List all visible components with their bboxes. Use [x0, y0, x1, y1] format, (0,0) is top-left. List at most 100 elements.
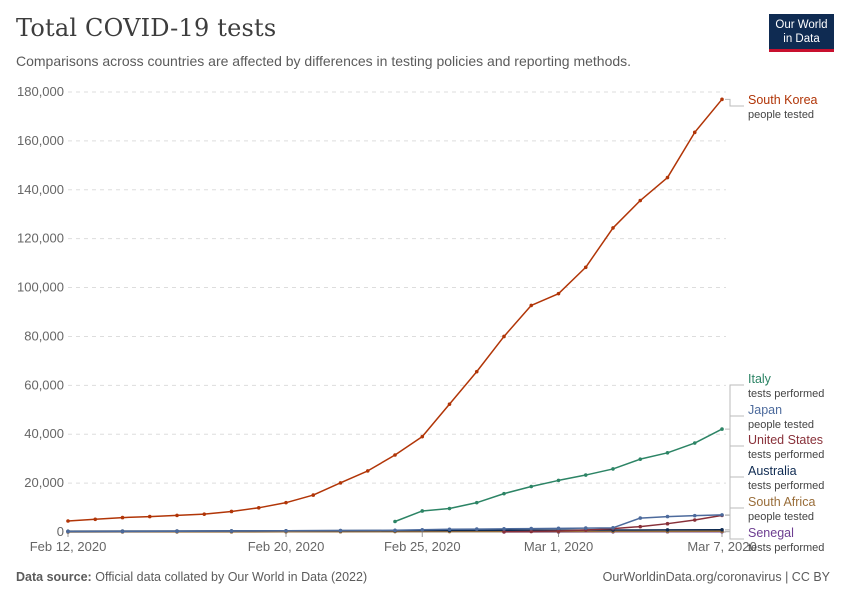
x-tick-label: Mar 1, 2020: [524, 539, 593, 554]
logo-line-2: in Data: [783, 33, 820, 45]
data-point: [420, 509, 425, 513]
data-point: [638, 516, 643, 520]
data-point: [175, 513, 179, 518]
data-point: [720, 513, 724, 517]
data-point: [692, 130, 697, 135]
data-point: [556, 526, 561, 531]
data-point: [556, 478, 561, 483]
y-tick-label: 40,000: [24, 426, 64, 441]
data-point: [229, 529, 234, 533]
data-point: [66, 529, 70, 534]
label-connector: [725, 476, 744, 531]
data-point: [638, 198, 643, 203]
data-point: [611, 526, 615, 530]
data-source-text: Official data collated by Our World in D…: [95, 570, 368, 584]
series-label: United States: [748, 433, 823, 447]
series-sublabel: tests performed: [748, 542, 824, 554]
data-point: [120, 515, 125, 520]
data-point: [66, 519, 70, 523]
data-point: [338, 481, 343, 485]
data-point: [256, 506, 261, 510]
chart-subtitle: Comparisons across countries are affecte…: [16, 53, 632, 69]
y-tick-label: 80,000: [24, 328, 64, 343]
data-point: [529, 303, 534, 308]
data-point: [447, 402, 452, 406]
data-point: [393, 528, 397, 533]
series-label: Japan: [748, 403, 782, 417]
data-point: [665, 521, 670, 526]
data-point: [665, 175, 670, 180]
series-sublabel: tests performed: [748, 449, 824, 461]
y-tick-label: 160,000: [17, 133, 64, 148]
data-point: [692, 518, 697, 522]
y-tick-label: 180,000: [17, 84, 64, 99]
data-point: [720, 528, 724, 532]
data-point: [502, 491, 506, 496]
data-point: [420, 528, 425, 532]
data-point: [502, 334, 506, 339]
data-point: [583, 526, 588, 530]
series-sublabel: people tested: [748, 109, 814, 121]
data-point: [147, 514, 152, 519]
series-line: [394, 428, 723, 523]
data-point: [393, 453, 397, 457]
data-point: [502, 529, 506, 534]
data-point: [338, 528, 343, 533]
data-point: [175, 529, 179, 534]
series-label: South Africa: [748, 495, 815, 509]
data-point: [311, 493, 316, 497]
data-point: [665, 451, 670, 455]
data-point: [284, 528, 288, 533]
data-point: [638, 457, 643, 461]
series-label: Australia: [748, 464, 797, 478]
y-tick-label: 20,000: [24, 475, 64, 490]
y-tick-label: 140,000: [17, 182, 64, 197]
series-label: South Korea: [748, 93, 818, 107]
data-point: [583, 265, 588, 270]
data-point: [229, 509, 234, 514]
data-point: [529, 529, 534, 534]
label-connector: [725, 507, 744, 532]
y-tick-label: 0: [57, 524, 64, 539]
data-point: [720, 427, 724, 431]
series-label: Italy: [748, 372, 772, 386]
data-point: [284, 500, 288, 505]
data-point: [502, 527, 506, 531]
data-point: [665, 528, 670, 532]
y-tick-label: 100,000: [17, 280, 64, 295]
data-point: [720, 97, 724, 102]
data-point: [529, 484, 534, 489]
data-point: [474, 500, 479, 505]
data-point: [692, 441, 697, 445]
series-label: Senegal: [748, 526, 794, 540]
data-point: [202, 512, 207, 516]
series-line: [67, 98, 723, 522]
data-source: Data source: Official data collated by O…: [16, 570, 367, 584]
data-point: [529, 526, 534, 531]
data-point: [583, 473, 588, 477]
owid-logo[interactable]: Our World in Data: [769, 14, 834, 52]
series-sublabel: tests performed: [748, 480, 824, 492]
series-sublabel: people tested: [748, 419, 814, 431]
data-point: [611, 467, 615, 471]
data-point: [556, 529, 561, 533]
x-tick-label: Feb 20, 2020: [248, 539, 325, 554]
data-point: [474, 527, 479, 531]
logo-line-1: Our World: [775, 19, 828, 31]
series-sublabel: people tested: [748, 511, 814, 523]
label-connector: [725, 531, 744, 540]
label-connector: [725, 384, 744, 430]
series-japan: [66, 513, 724, 534]
data-point: [665, 514, 670, 519]
x-tick-label: Feb 25, 2020: [384, 539, 461, 554]
data-point: [120, 529, 125, 534]
y-tick-label: 60,000: [24, 377, 64, 392]
data-point: [447, 527, 452, 532]
data-point: [393, 519, 397, 524]
series-sublabel: tests performed: [748, 388, 824, 400]
source-url[interactable]: OurWorldinData.org/coronavirus | CC BY: [602, 570, 830, 584]
data-point: [365, 469, 370, 473]
data-point: [93, 517, 98, 522]
data-source-label: Data source:: [16, 570, 92, 584]
